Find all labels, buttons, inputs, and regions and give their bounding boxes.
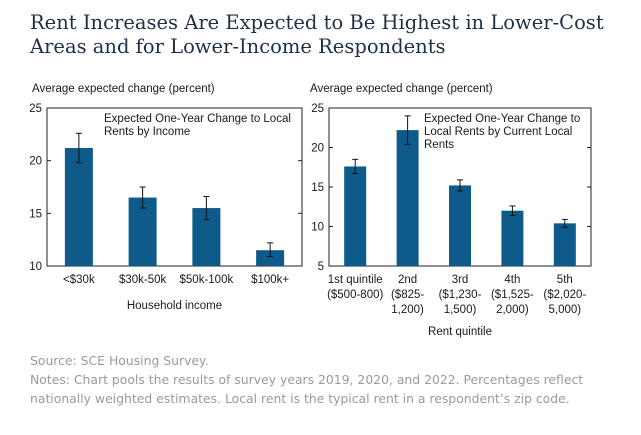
y-axis-label: Average expected change (percent) bbox=[32, 83, 215, 95]
bar bbox=[501, 210, 524, 266]
plot-frame bbox=[46, 107, 303, 267]
y-tick-label: 15 bbox=[311, 182, 324, 194]
x-tick-label: $50k-100k bbox=[180, 274, 234, 286]
y-tick-label: 10 bbox=[311, 222, 324, 234]
x-tick-label: 5th ($2,020-5,000) bbox=[543, 274, 586, 316]
x-tick-label: 3rd ($1,230-1,500) bbox=[439, 274, 482, 316]
x-tick-label: 2nd ($825-1,200) bbox=[391, 274, 424, 316]
rent-quintile-chart: Average expected change (percent) 5 10 15 20… bbox=[310, 83, 592, 338]
y-axis-label: Average expected change (percent) bbox=[310, 83, 493, 95]
y-tick-label: 15 bbox=[29, 208, 42, 220]
panel-title: Expected One-Year Change to Local Rents b… bbox=[424, 113, 580, 151]
source-note: Source: SCE Housing Survey. bbox=[30, 353, 209, 368]
bar bbox=[396, 130, 419, 266]
chart-title: Rent Increases Are Expected to Be Highes… bbox=[30, 11, 604, 58]
panel-title: Expected One-Year Change to Local Rents b… bbox=[104, 113, 291, 138]
x-tick-label: 1st quintile ($500-800) bbox=[327, 274, 383, 301]
bar bbox=[449, 185, 471, 266]
y-tick-label: 25 bbox=[29, 103, 42, 115]
notes: Notes: Chart pools the results of survey… bbox=[30, 372, 584, 406]
x-axis-label: Household income bbox=[127, 300, 222, 312]
income-chart: Average expected change (percent) 10 15 20 2… bbox=[29, 83, 303, 312]
x-tick-label: <$30k bbox=[63, 274, 95, 286]
bar bbox=[256, 250, 285, 266]
bar bbox=[344, 166, 367, 266]
x-tick-label: 4th ($1,525-2,000) bbox=[491, 274, 534, 316]
y-tick-label: 25 bbox=[311, 103, 324, 115]
y-tick-label: 5 bbox=[318, 261, 324, 273]
bar bbox=[64, 148, 93, 266]
bar bbox=[128, 197, 157, 266]
x-tick-label: $30k-50k bbox=[119, 274, 167, 286]
y-tick-label: 20 bbox=[311, 143, 324, 155]
bar bbox=[553, 223, 576, 266]
x-tick-label: $100k+ bbox=[251, 274, 289, 286]
y-tick-label: 10 bbox=[29, 261, 42, 273]
x-axis-label: Rent quintile bbox=[428, 326, 492, 338]
y-tick-label: 20 bbox=[29, 156, 42, 168]
